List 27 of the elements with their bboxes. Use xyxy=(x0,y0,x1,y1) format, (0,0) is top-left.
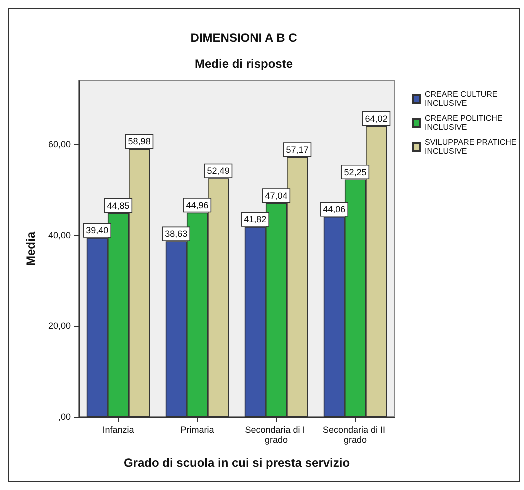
legend-label: SVILUPPARE PRATICHE INCLUSIVE xyxy=(425,138,519,156)
y-tick-label: 20,00 xyxy=(48,321,71,332)
x-axis-title: Grado di scuola in cui si presta servizio xyxy=(124,456,350,470)
data-label: 52,25 xyxy=(344,167,367,178)
y-tick-label: 40,00 xyxy=(48,230,71,240)
data-label: 39,40 xyxy=(86,226,109,236)
data-label: 57,17 xyxy=(286,144,309,155)
data-label: 47,04 xyxy=(265,190,288,201)
data-label: 52,49 xyxy=(207,166,230,176)
chart-title: DIMENSIONI A B C xyxy=(190,31,298,45)
data-label: 44,85 xyxy=(107,200,130,211)
chart-subtitle: Medie di risposte xyxy=(194,57,294,71)
y-tick-label: ,00 xyxy=(58,412,71,422)
y-tick-label: 60,00 xyxy=(48,140,71,150)
legend-label: CREARE CULTURE INCLUSIVE xyxy=(425,90,500,108)
data-label: 41,82 xyxy=(244,214,267,225)
y-axis-title: Media xyxy=(24,232,38,266)
x-tick-label: Secondaria di I grado xyxy=(245,425,308,445)
data-label: 58,98 xyxy=(128,136,151,147)
data-label: 44,96 xyxy=(186,200,209,210)
data-label: 44,06 xyxy=(323,204,346,214)
x-tick-label: Primaria xyxy=(180,425,214,435)
legend-label: CREARE POLITICHE INCLUSIVE xyxy=(425,114,506,132)
x-tick-label: Infanzia xyxy=(102,425,134,435)
x-tick-label: Secondaria di II grado xyxy=(322,425,388,445)
data-label: 38,63 xyxy=(165,229,188,240)
data-label: 64,02 xyxy=(365,114,388,124)
